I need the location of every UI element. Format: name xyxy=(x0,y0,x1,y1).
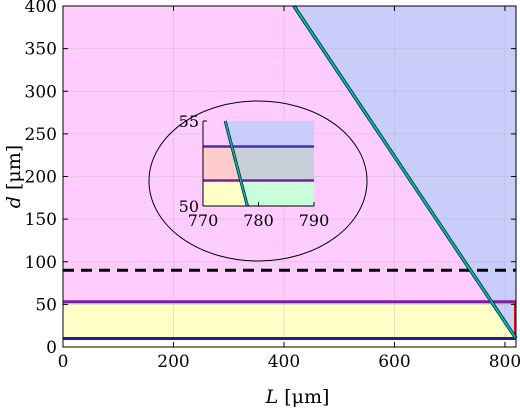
x-axis-title: L [μm] xyxy=(265,386,330,408)
x-tick-label-4: 800 xyxy=(489,352,520,372)
y-axis-title: d [μm] xyxy=(3,145,25,208)
y-tick-label-5: 250 xyxy=(25,125,57,145)
boundary-line xyxy=(293,5,517,340)
y-tick-label-7: 350 xyxy=(25,40,57,60)
inset-region-gray xyxy=(231,146,314,181)
region-yellow xyxy=(63,301,516,339)
inset-region-yellow xyxy=(203,180,248,206)
region-white xyxy=(63,338,516,347)
inset-y-tick-label-1: 55 xyxy=(179,112,199,131)
y-tick-label-3: 150 xyxy=(25,210,57,230)
inset-x-tick-label-0: 770 xyxy=(188,211,219,230)
inset-x-tick-label-2: 790 xyxy=(299,211,330,230)
y-tick-label-2: 100 xyxy=(25,253,57,273)
x-tick-label-3: 600 xyxy=(378,352,410,372)
y-tick-label-0: 0 xyxy=(46,338,57,358)
y-tick-label-8: 400 xyxy=(25,0,57,17)
x-tick-label-0: 0 xyxy=(58,352,69,372)
x-tick-label-2: 400 xyxy=(268,352,300,372)
inset-region-blue xyxy=(225,121,314,147)
y-tick-label-6: 300 xyxy=(25,82,57,102)
inset-x-tick-label-1: 780 xyxy=(243,211,274,230)
inset-region-green xyxy=(240,180,314,206)
inset-boundary-line xyxy=(224,120,249,207)
x-tick-label-1: 200 xyxy=(157,352,189,372)
y-tick-label-4: 200 xyxy=(25,168,57,188)
zoom-ellipse xyxy=(148,100,368,262)
inset-y-tick-label-0: 50 xyxy=(179,197,199,216)
inset-region-red xyxy=(203,146,241,181)
inset-region-pink xyxy=(203,121,232,147)
y-tick-label-1: 50 xyxy=(35,295,57,315)
